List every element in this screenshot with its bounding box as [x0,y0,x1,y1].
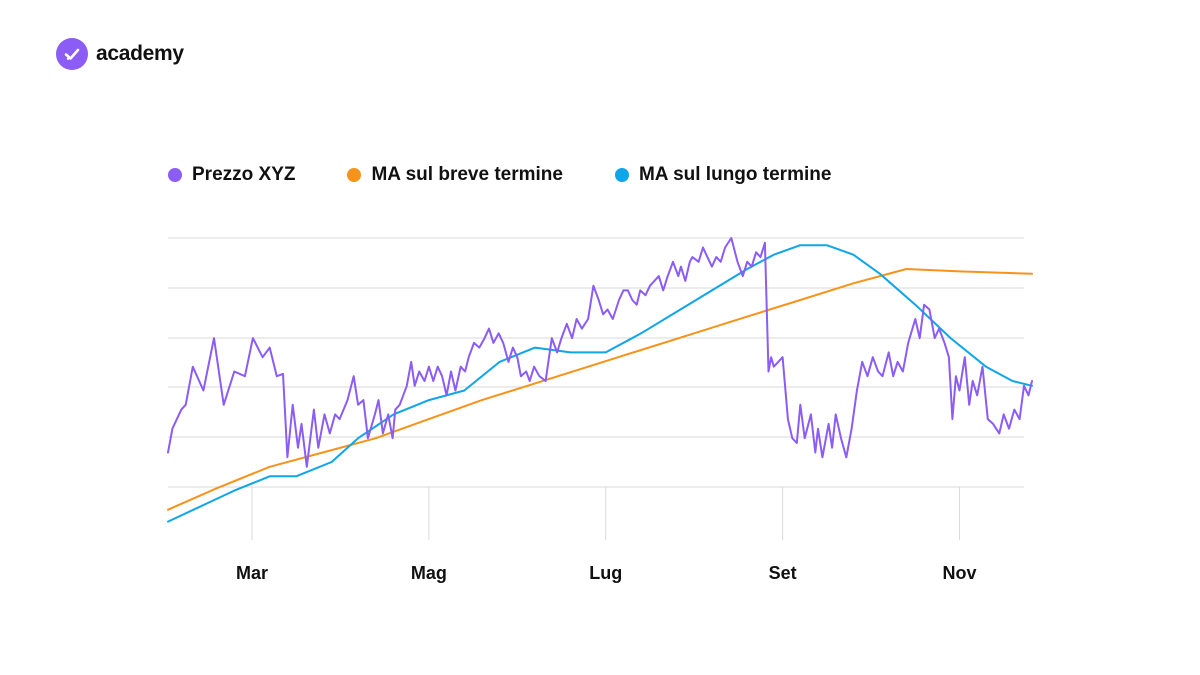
x-tick-label: Set [769,563,797,583]
brand-logo: academy [56,38,184,70]
series-price-line [167,237,1033,468]
brand-name: academy [96,42,184,65]
legend-dot-long-ma [614,168,629,182]
legend-label-price: Prezzo XYZ [192,164,296,185]
legend-dot-short-ma [347,168,362,182]
series-short-ma-line [167,268,1033,511]
legend-item-short-ma: MA sul breve termine [347,164,563,186]
legend-dot-price [168,168,182,182]
legend-item-long-ma: MA sul lungo termine [614,164,832,186]
legend-label-long-ma: MA sul lungo termine [638,164,832,185]
series-layer [167,237,1033,523]
x-tick-label: Mag [411,563,447,583]
x-tick-label: Nov [942,563,976,583]
legend-label-short-ma: MA sul breve termine [371,164,563,185]
x-tick-label: Mar [236,563,268,583]
chart-legend: Prezzo XYZ MA sul breve termine MA sul l… [168,164,883,186]
x-axis-ticks: Mar Mag Lug Set Nov [236,487,976,583]
check-icon [56,38,88,70]
grid-layer [168,237,1024,488]
series-long-ma-line [167,244,1033,523]
legend-item-price: Prezzo XYZ [168,164,295,186]
x-tick-label: Lug [589,563,622,583]
